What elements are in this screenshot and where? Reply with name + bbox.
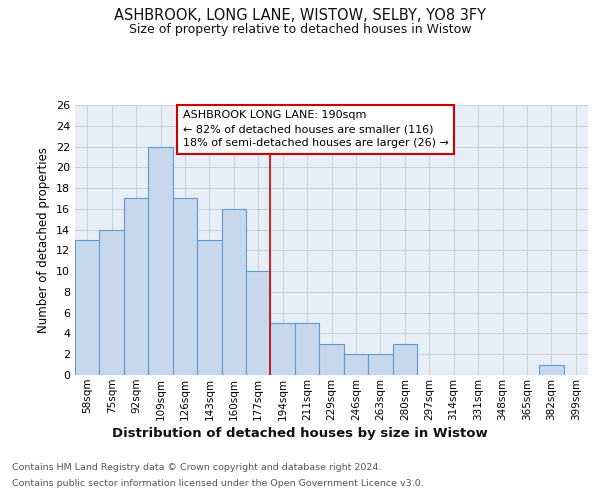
Bar	[539, 364, 563, 375]
Bar	[173, 198, 197, 375]
Bar	[319, 344, 344, 375]
Bar	[368, 354, 392, 375]
Y-axis label: Number of detached properties: Number of detached properties	[37, 147, 50, 333]
Text: Size of property relative to detached houses in Wistow: Size of property relative to detached ho…	[129, 22, 471, 36]
Text: ASHBROOK LONG LANE: 190sqm
← 82% of detached houses are smaller (116)
18% of sem: ASHBROOK LONG LANE: 190sqm ← 82% of deta…	[183, 110, 449, 148]
Text: Distribution of detached houses by size in Wistow: Distribution of detached houses by size …	[112, 428, 488, 440]
Text: ASHBROOK, LONG LANE, WISTOW, SELBY, YO8 3FY: ASHBROOK, LONG LANE, WISTOW, SELBY, YO8 …	[114, 8, 486, 22]
Text: Contains public sector information licensed under the Open Government Licence v3: Contains public sector information licen…	[12, 479, 424, 488]
Bar	[100, 230, 124, 375]
Bar	[295, 323, 319, 375]
Bar	[197, 240, 221, 375]
Text: Contains HM Land Registry data © Crown copyright and database right 2024.: Contains HM Land Registry data © Crown c…	[12, 462, 382, 471]
Bar	[75, 240, 100, 375]
Bar	[271, 323, 295, 375]
Bar	[392, 344, 417, 375]
Bar	[148, 146, 173, 375]
Bar	[124, 198, 148, 375]
Bar	[246, 271, 271, 375]
Bar	[344, 354, 368, 375]
Bar	[221, 209, 246, 375]
